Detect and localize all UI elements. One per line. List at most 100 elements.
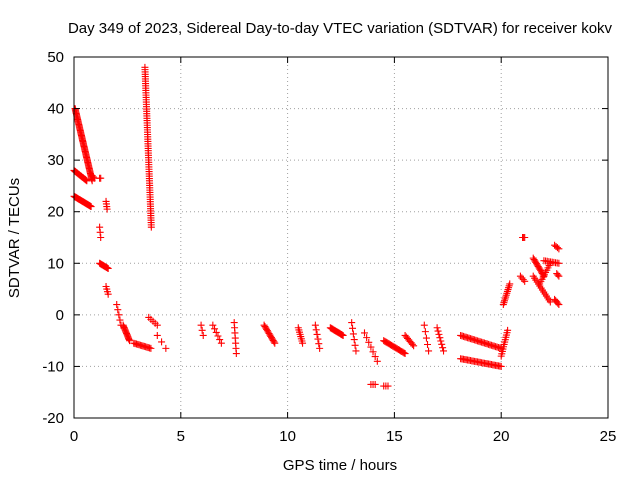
data-point (439, 344, 447, 352)
data-point (97, 234, 105, 241)
data-point (504, 286, 512, 294)
data-point (87, 203, 95, 211)
data-point (153, 331, 161, 339)
data-point (433, 324, 441, 332)
data-point (438, 340, 446, 348)
data-point (521, 277, 529, 285)
data-point (521, 234, 529, 241)
plot-frame (73, 56, 609, 419)
data-point (425, 347, 433, 355)
data-point (217, 339, 225, 347)
data-point (312, 326, 320, 334)
data-point (502, 293, 510, 301)
data-point (503, 287, 511, 295)
data-point (348, 319, 356, 327)
data-point (209, 321, 217, 329)
data-point (420, 321, 428, 329)
data-point (365, 338, 373, 346)
data-point (270, 338, 278, 346)
data-point (554, 271, 562, 279)
y-tick-label: -10 (42, 358, 64, 375)
data-point (384, 382, 392, 390)
y-tick-label: 30 (47, 152, 64, 169)
data-point (153, 321, 161, 329)
data-point (501, 295, 509, 303)
data-point (351, 341, 359, 349)
data-point (503, 289, 511, 297)
data-point (369, 348, 377, 356)
data-point (401, 350, 409, 358)
data-point (271, 339, 279, 347)
x-tick-label: 15 (386, 428, 403, 445)
data-point (299, 339, 307, 347)
data-point (555, 245, 563, 253)
data-point (89, 173, 97, 181)
x-tick-label: 5 (177, 428, 185, 445)
data-point (363, 334, 371, 342)
data-point (147, 344, 155, 352)
data-point (339, 331, 347, 339)
data-point (506, 280, 514, 288)
data-point (373, 357, 381, 365)
x-axis-label: GPS time / hours (283, 457, 397, 474)
y-tick-label: 20 (47, 204, 64, 221)
data-point (497, 362, 505, 370)
data-point (360, 329, 368, 337)
y-tick-label: 10 (47, 255, 64, 272)
y-tick-label: -20 (42, 410, 64, 427)
data-point (504, 326, 512, 334)
data-point (367, 343, 375, 351)
data-point (197, 321, 205, 329)
data-point (104, 290, 112, 298)
data-point (158, 338, 166, 346)
chart-title: Day 349 of 2023, Sidereal Day-to-day VTE… (68, 20, 613, 37)
data-point (436, 334, 444, 342)
data-point (371, 353, 379, 361)
data-point (83, 177, 91, 185)
data-point (424, 341, 432, 349)
x-tick-label: 20 (493, 428, 510, 445)
data-point (437, 337, 445, 345)
data-point (316, 344, 324, 352)
data-point (104, 264, 112, 272)
data-point (315, 340, 323, 348)
data-point (103, 205, 111, 213)
data-point (212, 328, 220, 336)
y-axis-label: SDTVAR / TECUs (6, 178, 23, 298)
data-point (519, 276, 527, 284)
data-point (555, 301, 563, 309)
y-tick-label: 50 (47, 49, 64, 66)
data-point (115, 311, 123, 319)
data-point (349, 324, 357, 332)
data-point (313, 330, 321, 338)
data-point (311, 321, 319, 329)
data-point (400, 349, 408, 357)
data-point (499, 301, 507, 309)
data-point (408, 340, 416, 348)
x-tick-label: 25 (600, 428, 617, 445)
data-point (422, 334, 430, 342)
data-point (502, 291, 510, 299)
data-point (371, 380, 379, 388)
data-point (214, 332, 222, 340)
grid-lines (74, 57, 608, 418)
data-point (410, 342, 418, 350)
data-point (211, 325, 219, 333)
data-point (553, 244, 561, 252)
axis-ticks: 0 5 10 15 20 25 -20 -10 0 10 20 30 40 50 (42, 49, 616, 445)
data-point (505, 282, 513, 290)
data-point (216, 336, 224, 344)
data-point (546, 298, 554, 306)
data-point (116, 316, 124, 324)
data-point (352, 347, 360, 355)
data-points (70, 63, 563, 390)
data-point (501, 297, 509, 305)
data-point (162, 344, 170, 352)
data-point (114, 306, 122, 314)
data-point (126, 337, 134, 345)
data-point (505, 284, 513, 292)
data-point (555, 259, 563, 267)
data-point (232, 350, 240, 358)
y-tick-label: 0 (56, 307, 64, 324)
